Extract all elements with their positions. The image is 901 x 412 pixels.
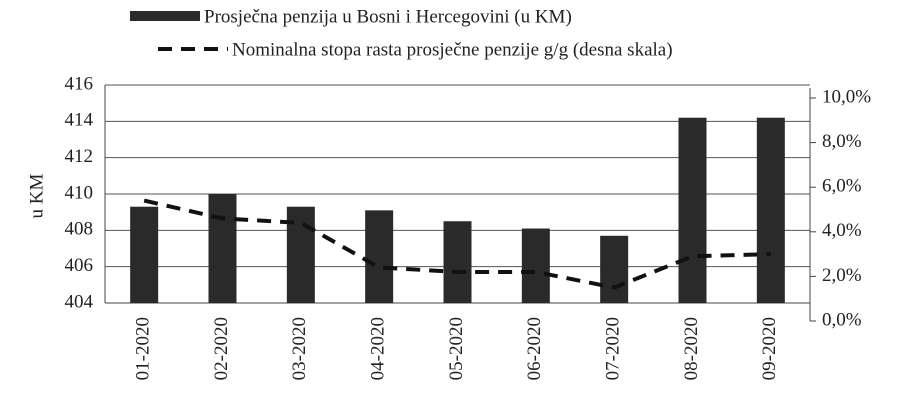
x-tick-label: 01-2020 [133, 317, 154, 380]
bar [521, 228, 550, 303]
y2-tick-label: 6,0% [822, 176, 862, 197]
y-tick-label: 408 [65, 219, 94, 240]
y-tick-label: 412 [65, 146, 94, 167]
y-axis-label: u KM [26, 173, 47, 218]
bar [130, 206, 159, 303]
x-tick-label: 05-2020 [446, 317, 467, 380]
y-tick-label: 414 [65, 110, 94, 131]
bar [443, 221, 472, 303]
y2-tick-label: 4,0% [822, 220, 862, 241]
x-tick-label: 09-2020 [759, 317, 780, 380]
y2-tick-label: 10,0% [822, 86, 871, 107]
y-tick-label: 410 [65, 182, 94, 203]
y2-tick-label: 8,0% [822, 131, 862, 152]
x-tick-label: 07-2020 [603, 317, 624, 380]
y-tick-label: 404 [65, 291, 94, 312]
x-tick-label: 03-2020 [289, 317, 310, 380]
x-tick-label: 06-2020 [524, 317, 545, 380]
legend-swatch [130, 11, 200, 21]
bar [756, 117, 785, 303]
x-tick-label: 02-2020 [211, 317, 232, 380]
x-tick-label: 08-2020 [681, 317, 702, 380]
bar [678, 117, 707, 303]
legend-label: Nominalna stopa rasta prosječne penzije … [232, 39, 673, 60]
bar [365, 210, 394, 303]
bar [208, 194, 237, 303]
y-tick-label: 416 [65, 73, 94, 94]
y-tick-label: 406 [65, 255, 94, 276]
y2-tick-label: 0,0% [822, 309, 862, 330]
x-tick-label: 04-2020 [368, 317, 389, 380]
y2-tick-label: 2,0% [822, 265, 862, 286]
legend-label: Prosječna penzija u Bosni i Hercegovini … [204, 6, 572, 27]
bar [600, 235, 629, 303]
line [143, 198, 771, 290]
